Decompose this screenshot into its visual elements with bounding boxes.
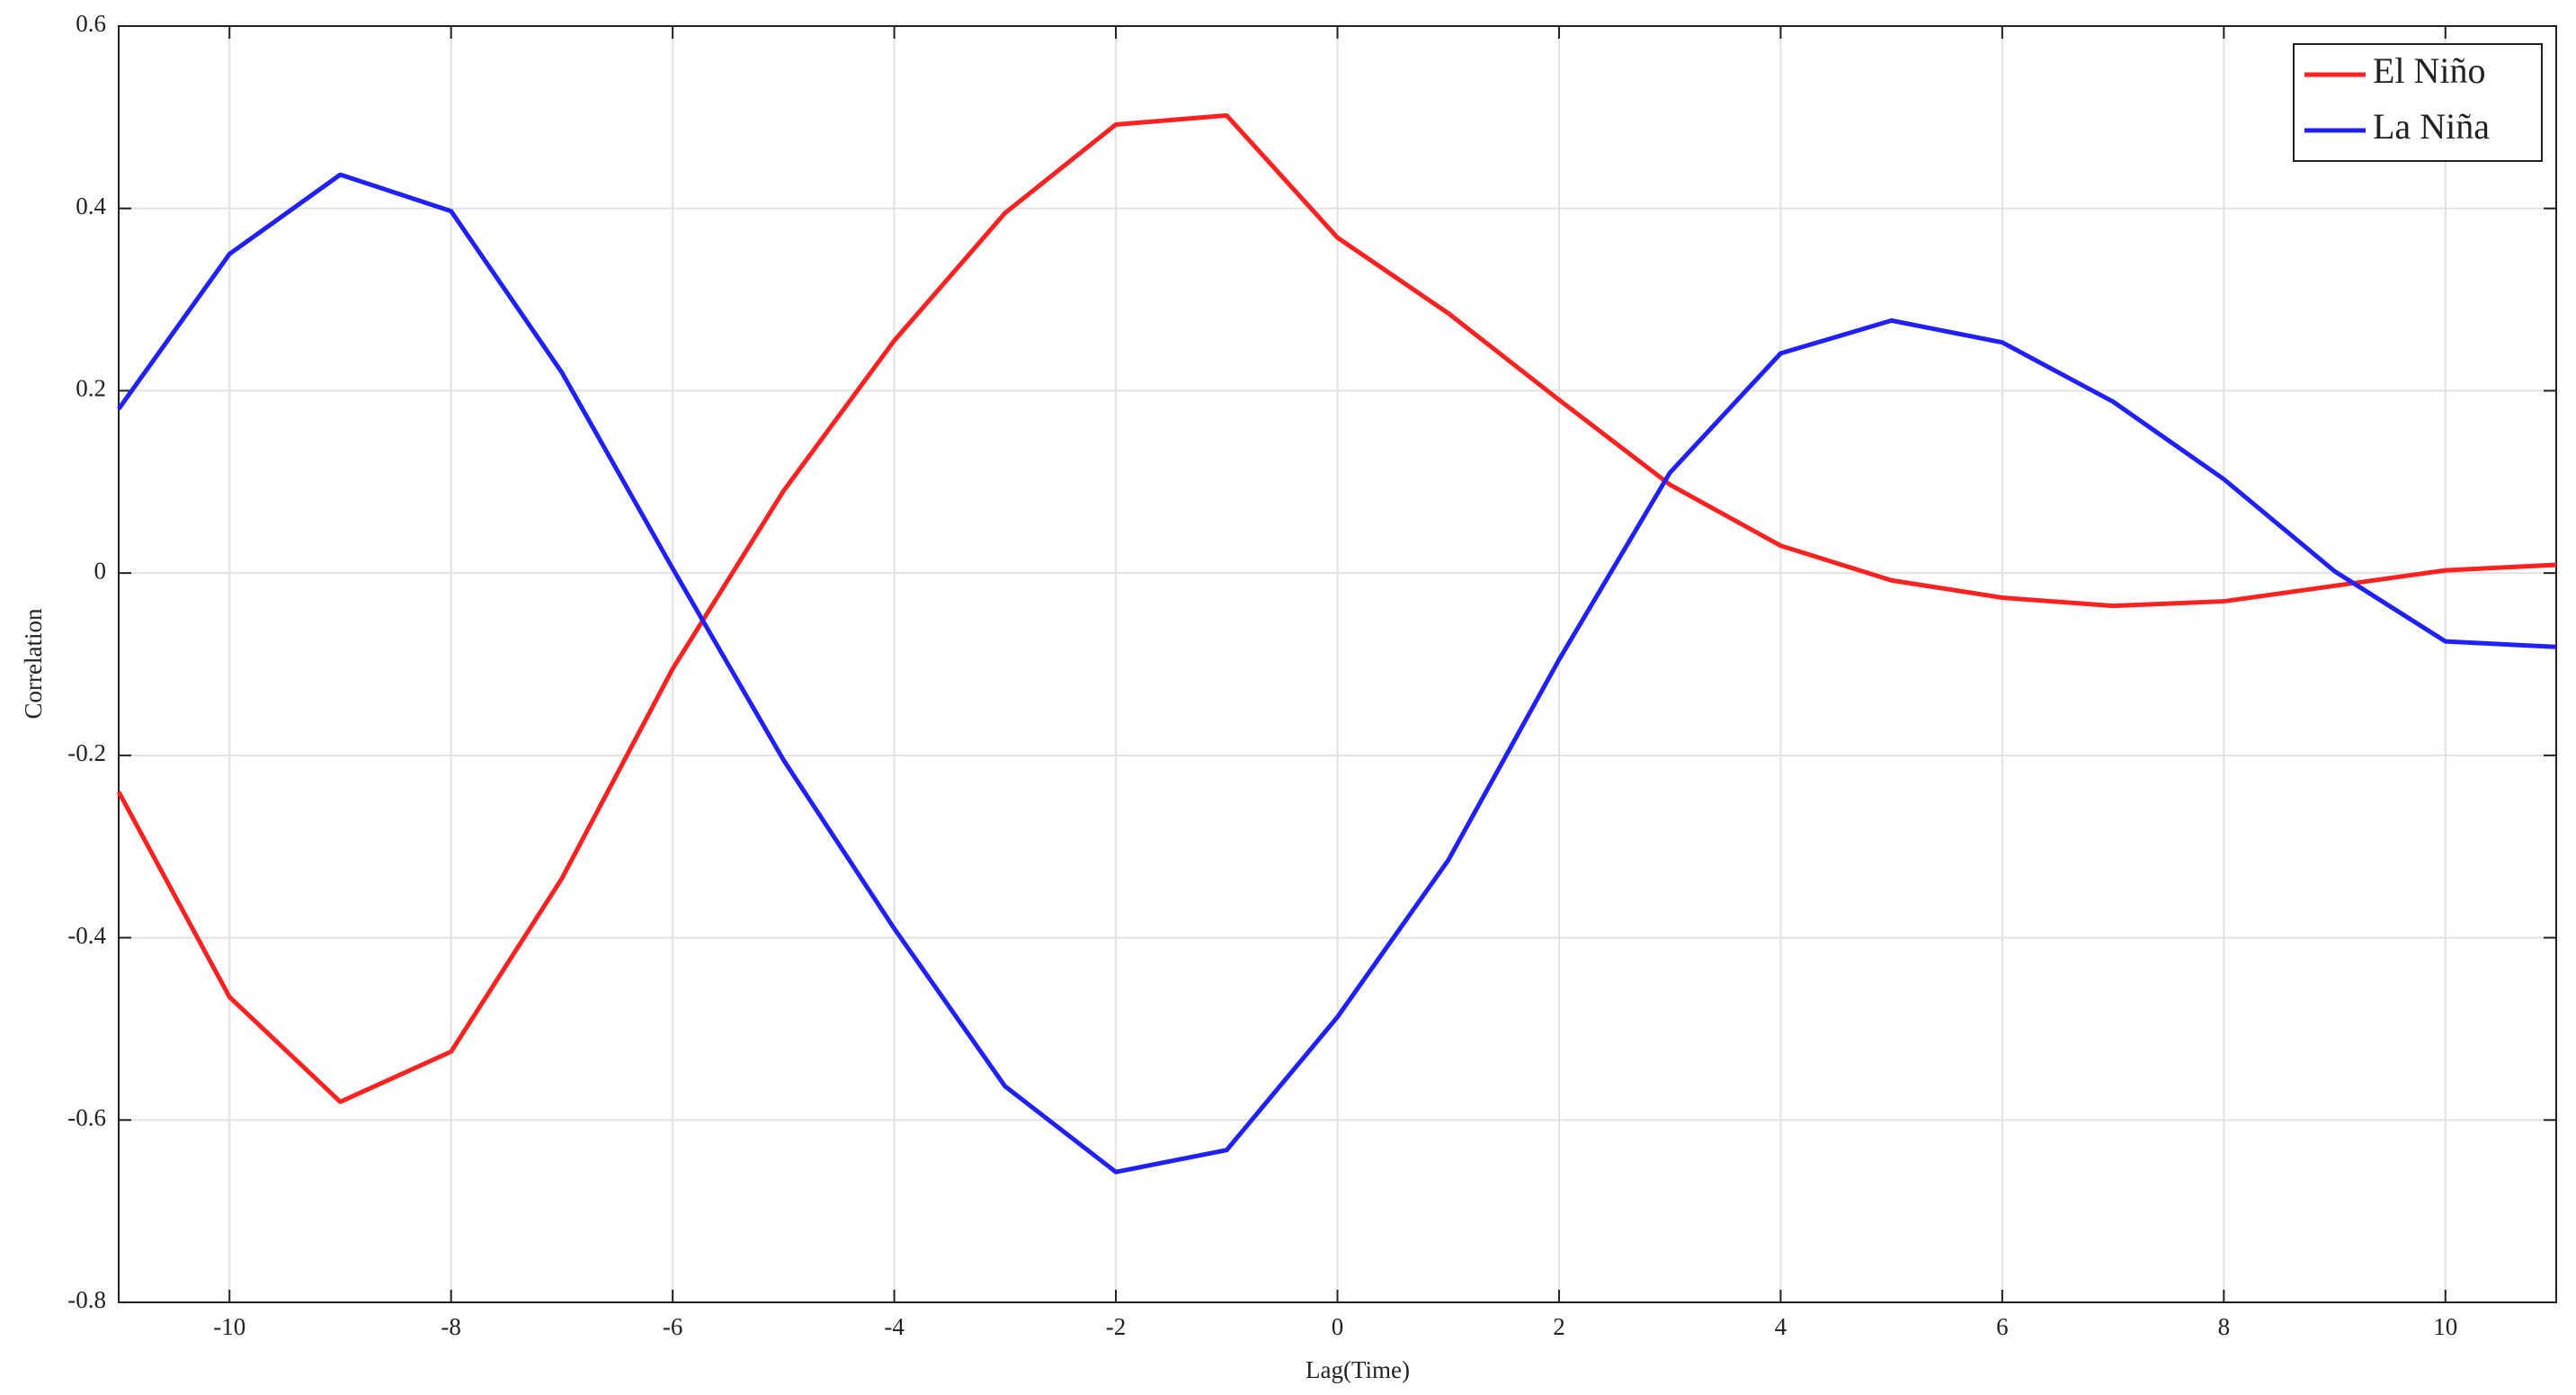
x-tick-label: 6 [1996,1313,2009,1340]
line [116,172,2557,1175]
y-tick-label: -0.4 [67,922,106,949]
plot-frame [118,25,2557,1303]
x-axis-label: Lag(Time) [1306,1356,1410,1383]
line [116,112,2557,1104]
y-tick-label: -0.2 [67,739,106,766]
x-tick-label: 10 [2433,1313,2457,1340]
x-tick-label: -2 [1106,1313,1127,1340]
x-tick-label: 4 [1775,1313,1787,1340]
x-tick-label: 0 [1332,1313,1344,1340]
x-tick-label: -10 [213,1313,245,1340]
legend-label: La Niña [2373,106,2490,147]
y-axis-label: Correlation [20,608,47,719]
x-tick-label: -4 [884,1313,905,1340]
y-tick-label: 0.2 [76,375,106,402]
y-tick-label: 0.6 [76,10,106,37]
x-tick-label: 2 [1553,1313,1565,1340]
x-tick-label: 8 [2218,1313,2231,1340]
y-tick-label: -0.8 [67,1286,106,1313]
y-tick-label: -0.6 [67,1104,106,1131]
legend-box [2293,43,2543,162]
x-tick-label: -6 [663,1313,683,1340]
y-tick-label: 0 [94,557,107,584]
x-tick-label: -8 [441,1313,461,1340]
legend-label: El Niño [2373,50,2486,91]
y-tick-label: 0.4 [76,192,106,219]
